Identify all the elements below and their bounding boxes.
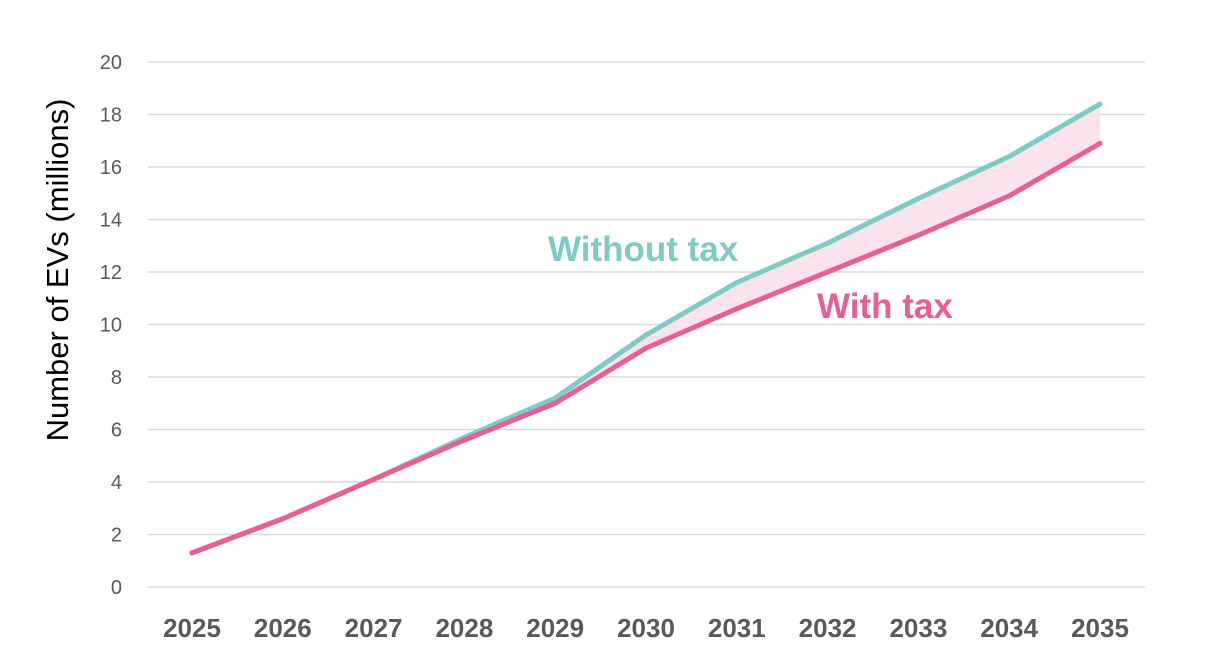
x-tick-label: 2034 xyxy=(980,613,1038,643)
data-point-with-tax xyxy=(189,550,195,556)
gridlines xyxy=(148,61,1145,588)
x-axis-ticks: 2025 2026 2027 2028 2029 2030 2031 2032 2033 2034… xyxy=(163,613,1129,643)
y-tick-label: 0 xyxy=(111,577,122,599)
data-point-with-tax xyxy=(552,400,558,406)
gap-fill-area xyxy=(192,104,1100,553)
y-tick-label: 4 xyxy=(111,472,122,494)
data-point-without-tax xyxy=(552,395,558,401)
y-axis-ticks: 0 2 4 6 8 10 12 14 16 18 20 xyxy=(100,52,122,599)
data-point-without-tax xyxy=(643,332,649,338)
series-lines xyxy=(189,101,1103,556)
data-point-with-tax xyxy=(643,345,649,351)
data-point-with-tax xyxy=(1006,193,1012,199)
data-point-with-tax xyxy=(371,476,377,482)
y-tick-label: 18 xyxy=(100,105,122,127)
y-tick-label: 8 xyxy=(111,367,122,389)
x-tick-label: 2026 xyxy=(254,613,312,643)
y-tick-label: 16 xyxy=(100,157,122,179)
series-line-without-tax xyxy=(189,101,1103,556)
x-tick-label: 2033 xyxy=(889,613,947,643)
data-point-without-tax xyxy=(1097,101,1103,107)
x-tick-label: 2028 xyxy=(435,613,493,643)
x-tick-label: 2031 xyxy=(708,613,766,643)
data-point-without-tax xyxy=(1006,154,1012,159)
series-label-with-tax: With tax xyxy=(817,287,953,326)
x-tick-label: 2029 xyxy=(526,613,584,643)
series-label-without-tax: Without tax xyxy=(548,230,739,269)
gap-area xyxy=(192,104,1100,553)
data-point-with-tax xyxy=(825,269,831,275)
data-point-with-tax xyxy=(915,232,921,238)
y-tick-label: 12 xyxy=(100,262,122,284)
x-tick-label: 2035 xyxy=(1071,613,1129,643)
y-axis-label: Number of EVs (millions) xyxy=(40,99,75,442)
data-point-with-tax xyxy=(461,437,467,443)
x-tick-label: 2032 xyxy=(799,613,857,643)
x-tick-label: 2025 xyxy=(163,613,221,643)
data-point-with-tax xyxy=(734,306,740,312)
data-point-without-tax xyxy=(825,240,831,246)
data-point-without-tax xyxy=(915,196,921,201)
y-tick-label: 2 xyxy=(111,525,122,547)
data-point-with-tax xyxy=(280,516,286,522)
x-tick-label: 2027 xyxy=(345,613,403,643)
y-tick-label: 20 xyxy=(100,52,122,74)
data-point-with-tax xyxy=(1097,140,1103,146)
x-tick-label: 2030 xyxy=(617,613,675,643)
y-tick-label: 6 xyxy=(111,420,122,442)
y-tick-label: 10 xyxy=(100,315,122,337)
data-point-without-tax xyxy=(734,280,740,285)
y-tick-label: 14 xyxy=(100,210,122,232)
